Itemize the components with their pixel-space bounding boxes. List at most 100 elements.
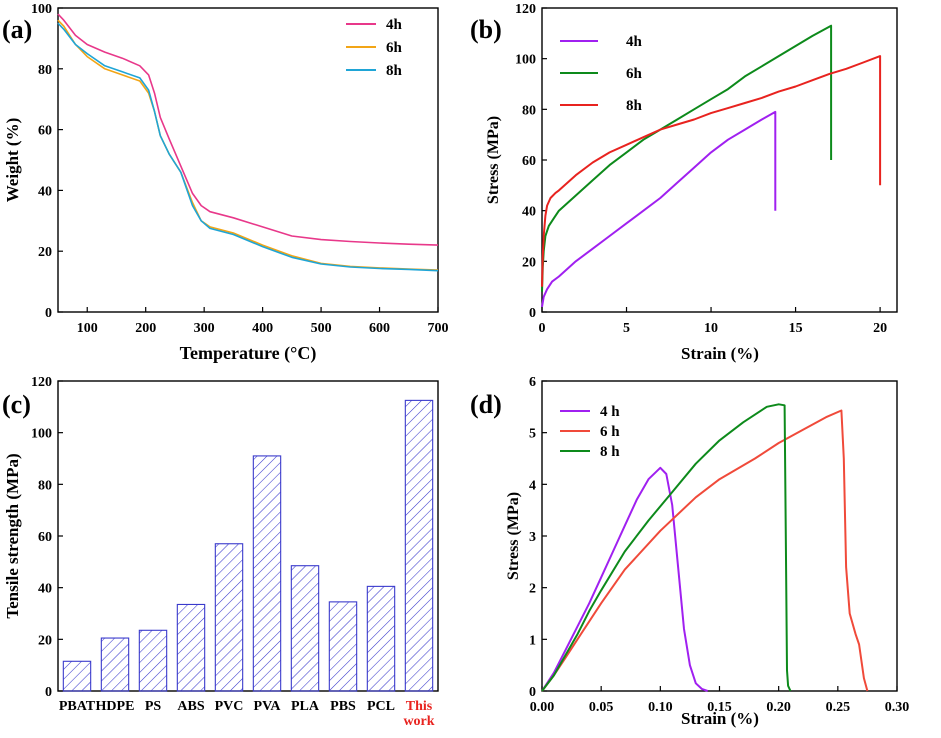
series-line-6h <box>57 19 439 271</box>
bar <box>404 399 434 692</box>
y-tick-label: 40 <box>522 205 536 220</box>
legend-label: 6h <box>626 66 643 82</box>
x-axis-label: Strain (%) <box>681 344 759 363</box>
x-tick-label: 700 <box>428 321 449 336</box>
x-tick-label: 200 <box>135 321 156 336</box>
x-tick-label: 300 <box>194 321 215 336</box>
series-line-8h <box>541 403 792 692</box>
series-line-4h <box>57 13 439 246</box>
y-tick-label: 20 <box>522 255 536 270</box>
panel-a: (a) 0 20 40 60 80 100 Weight (%) 100 200 300 400 500… <box>2 2 449 364</box>
series-line-4h <box>541 466 709 692</box>
bar <box>290 565 320 692</box>
y-axis-label: Stress (MPa) <box>505 492 522 580</box>
x-tick-label: 20 <box>873 321 887 336</box>
y-tick-label: 4 <box>529 478 536 493</box>
bar <box>366 585 396 692</box>
category-label: PBS <box>330 699 356 714</box>
x-tick-label: 100 <box>77 321 98 336</box>
plot-frame <box>541 380 898 692</box>
bar <box>328 601 358 692</box>
x-tick-label: 5 <box>623 321 630 336</box>
panel-label: (b) <box>470 15 502 44</box>
y-tick-label: 80 <box>38 63 52 78</box>
y-tick-label: 60 <box>522 154 536 169</box>
y-tick-label: 5 <box>529 427 536 442</box>
y-tick-label: 2 <box>529 582 536 597</box>
y-tick-label: 0 <box>529 306 536 321</box>
panel-label: (c) <box>2 390 31 419</box>
panel-b: (b) 0 20 40 60 80 100 120 Stress (MPa) 0 5 10 15 20 St… <box>470 2 898 363</box>
x-tick-label: 0.25 <box>826 700 851 715</box>
y-tick-label: 20 <box>38 633 52 648</box>
y-tick-label: 6 <box>529 375 536 390</box>
legend-label: 4h <box>386 17 403 33</box>
x-tick-label: 0.10 <box>648 700 673 715</box>
bar <box>252 455 282 692</box>
y-axis-label: Weight (%) <box>3 118 22 203</box>
category-label: PLA <box>291 699 320 714</box>
legend-label: 4h <box>626 34 643 50</box>
category-label: PS <box>145 699 162 714</box>
category-label: PBAT <box>59 699 96 714</box>
legend-label: 8h <box>626 98 643 114</box>
legend-label: 4 h <box>600 404 620 420</box>
y-tick-label: 20 <box>38 245 52 260</box>
x-tick-label: 0.05 <box>589 700 614 715</box>
y-tick-label: 3 <box>529 530 536 545</box>
panel-d: (d) 0 1 2 3 4 5 6 Stress (MPa) 0.00 0.05 0.10 0.15 0.… <box>470 375 909 728</box>
category-label: This <box>406 699 433 714</box>
y-tick-label: 100 <box>31 427 52 442</box>
series-line-4h <box>541 110 777 308</box>
x-tick-label: 500 <box>311 321 332 336</box>
y-axis-label: Stress (MPa) <box>485 116 502 204</box>
x-tick-label: 15 <box>789 321 803 336</box>
series-line-8h <box>57 22 439 272</box>
panel-label: (a) <box>2 15 32 44</box>
panel-c: (c) 0 20 40 60 80 100 120 Tensile strength (MPa)… <box>2 375 439 729</box>
x-tick-label: 10 <box>704 321 718 336</box>
y-tick-label: 80 <box>38 478 52 493</box>
y-tick-label: 40 <box>38 582 52 597</box>
y-tick-label: 0 <box>45 306 52 321</box>
y-tick-label: 100 <box>31 2 52 17</box>
x-tick-label: 600 <box>369 321 390 336</box>
x-tick-label: 0.20 <box>766 700 791 715</box>
bar <box>100 637 130 692</box>
bar <box>138 629 168 692</box>
y-tick-label: 60 <box>38 530 52 545</box>
category-label: ABS <box>177 699 204 714</box>
y-tick-label: 80 <box>522 103 536 118</box>
bar <box>214 543 244 692</box>
y-tick-label: 60 <box>38 124 52 139</box>
legend-label: 8h <box>386 63 403 79</box>
category-label: PVA <box>254 699 282 714</box>
x-tick-label: 400 <box>252 321 273 336</box>
panel-label: (d) <box>470 390 502 419</box>
legend-label: 6 h <box>600 424 620 440</box>
series-line-8h <box>541 55 882 287</box>
y-tick-label: 120 <box>31 375 52 390</box>
x-axis-label: Temperature (°C) <box>180 343 317 364</box>
y-tick-label: 1 <box>529 633 536 648</box>
x-tick-label: 0.00 <box>530 700 555 715</box>
y-tick-label: 0 <box>529 685 536 700</box>
x-axis-label: Strain (%) <box>681 709 759 728</box>
x-tick-label: 0.15 <box>707 700 732 715</box>
category-label: HDPE <box>96 699 135 714</box>
bar <box>62 660 92 692</box>
series-line-6h <box>541 24 833 292</box>
y-tick-label: 120 <box>515 2 536 17</box>
category-label: PCL <box>367 699 395 714</box>
category-label: work <box>403 714 434 729</box>
legend-label: 6h <box>386 40 403 56</box>
y-tick-label: 40 <box>38 184 52 199</box>
x-tick-label: 0 <box>539 321 546 336</box>
series-line-6h <box>541 409 869 692</box>
legend-label: 8 h <box>600 444 620 460</box>
y-tick-label: 100 <box>515 53 536 68</box>
plot-frame <box>57 7 439 313</box>
category-label: PVC <box>215 699 244 714</box>
y-axis-label: Tensile strength (MPa) <box>3 453 22 618</box>
x-tick-label: 0.30 <box>885 700 910 715</box>
